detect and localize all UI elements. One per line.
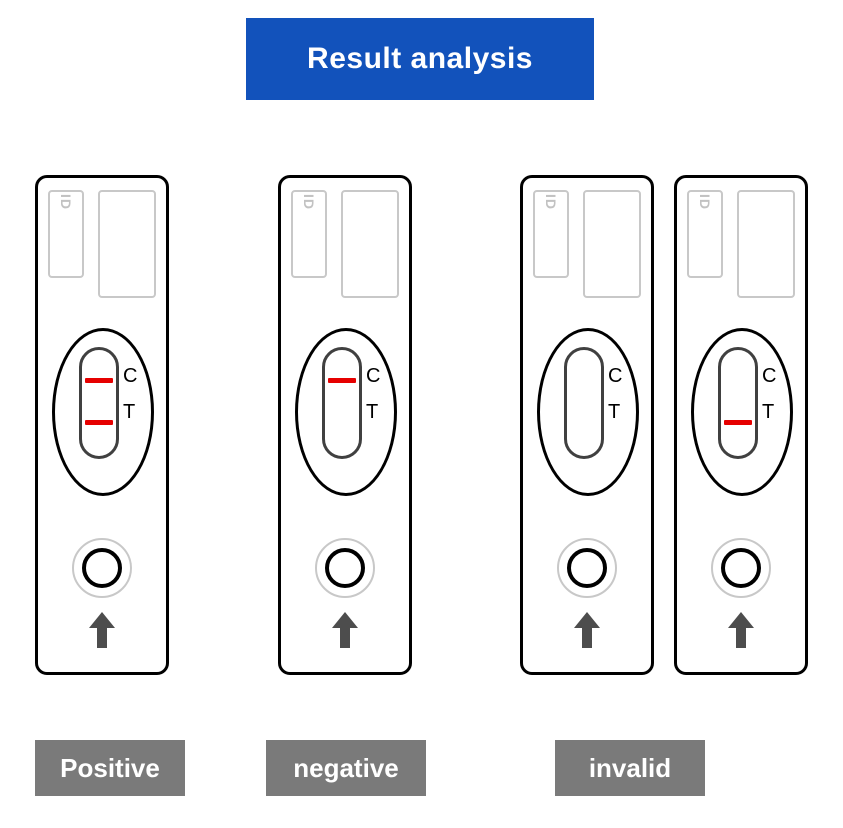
up-arrow-icon (523, 612, 651, 654)
sample-well (315, 538, 375, 598)
result-oval: C T (52, 328, 154, 496)
test-cassette: ID C T (674, 175, 808, 675)
sample-well (711, 538, 771, 598)
c-band (328, 378, 356, 383)
test-cassette: ID C T (35, 175, 169, 675)
t-band (724, 420, 752, 425)
test-cassette: ID C T (520, 175, 654, 675)
result-window (564, 347, 604, 459)
up-arrow-icon (89, 612, 115, 648)
up-arrow-icon (281, 612, 409, 654)
test-cassette: ID C T (278, 175, 412, 675)
cassette-row: ID C T ID C T ID (0, 175, 843, 695)
blank-box (737, 190, 795, 298)
t-band (85, 420, 113, 425)
blank-box (341, 190, 399, 298)
id-label: ID (543, 186, 559, 218)
c-marker: C (366, 365, 380, 388)
sample-well-ring (721, 548, 761, 588)
up-arrow-icon (332, 612, 358, 648)
t-marker: T (608, 401, 620, 424)
id-label: ID (301, 186, 317, 218)
up-arrow-icon (38, 612, 166, 654)
blank-box (583, 190, 641, 298)
up-arrow-icon (574, 612, 600, 648)
result-label: negative (266, 740, 426, 796)
id-box: ID (291, 190, 327, 278)
id-label: ID (58, 186, 74, 218)
result-oval: C T (295, 328, 397, 496)
blank-box (98, 190, 156, 298)
id-label: ID (697, 186, 713, 218)
c-marker: C (123, 365, 137, 388)
id-box: ID (687, 190, 723, 278)
result-label: Positive (35, 740, 185, 796)
sample-well (557, 538, 617, 598)
sample-well-ring (567, 548, 607, 588)
title-box: Result analysis (246, 18, 594, 100)
sample-well (72, 538, 132, 598)
sample-well-ring (325, 548, 365, 588)
t-marker: T (762, 401, 774, 424)
t-marker: T (123, 401, 135, 424)
result-oval: C T (537, 328, 639, 496)
result-window (79, 347, 119, 459)
up-arrow-icon (677, 612, 805, 654)
result-window (718, 347, 758, 459)
result-window (322, 347, 362, 459)
id-box: ID (533, 190, 569, 278)
sample-well-ring (82, 548, 122, 588)
title-text: Result analysis (307, 42, 533, 76)
result-oval: C T (691, 328, 793, 496)
t-marker: T (366, 401, 378, 424)
up-arrow-icon (728, 612, 754, 648)
c-marker: C (762, 365, 776, 388)
result-label: invalid (555, 740, 705, 796)
c-band (85, 378, 113, 383)
id-box: ID (48, 190, 84, 278)
c-marker: C (608, 365, 622, 388)
